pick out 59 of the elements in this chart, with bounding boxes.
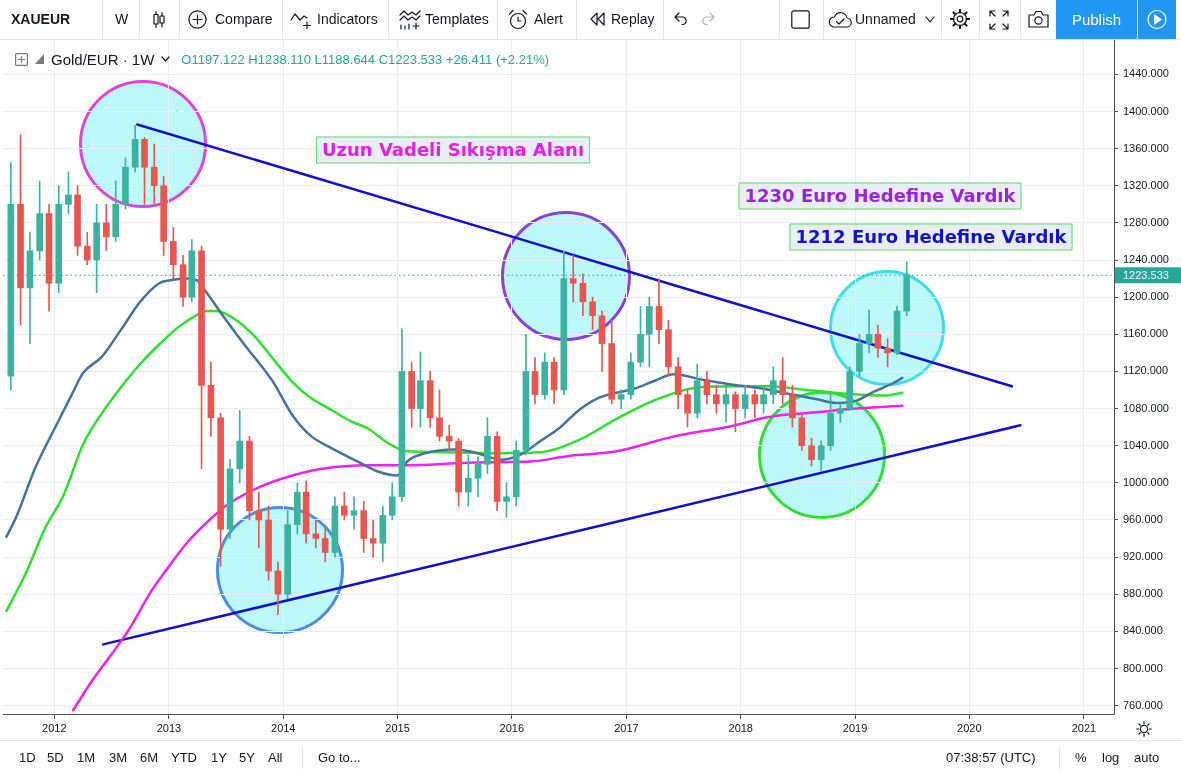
publish-button: Publish xyxy=(1056,0,1137,39)
text: W xyxy=(115,11,129,28)
y-tick-label: 840.000 xyxy=(1123,624,1163,637)
text: Replay xyxy=(611,11,655,28)
text: All xyxy=(268,750,283,766)
y-tick-label: 1240.000 xyxy=(1123,253,1169,266)
y-tick-label: 920.000 xyxy=(1123,550,1163,563)
line-series xyxy=(5,277,904,538)
annotation: 1212 Euro Hedefine Vardık xyxy=(795,225,1068,247)
y-tick-label: 1440.000 xyxy=(1123,67,1169,80)
y-tick-label: 1320.000 xyxy=(1123,178,1169,191)
x-tick-label: 2012 xyxy=(42,721,67,734)
y-tick-label: 1200.000 xyxy=(1123,290,1169,303)
text: 5D xyxy=(47,750,64,766)
text: O1197.122 H1238.110 L1188.644 C1223.533 +26.411 (+2.21%) xyxy=(181,51,550,67)
text: Indicators xyxy=(317,11,378,28)
y-tick-label: 1120.000 xyxy=(1123,364,1169,377)
y-tick-label: 1160.000 xyxy=(1123,327,1169,340)
text: Go to... xyxy=(318,750,361,766)
text: Compare xyxy=(215,11,273,28)
text: XAUEUR xyxy=(11,11,71,28)
text: auto xyxy=(1134,750,1160,766)
text: YTD xyxy=(171,750,197,766)
x-tick-label: 2018 xyxy=(728,721,753,734)
text: 1M xyxy=(77,750,96,766)
y-tick-label: 880.000 xyxy=(1123,587,1163,600)
x-tick-label: 2016 xyxy=(499,721,525,734)
text: 6M xyxy=(140,750,159,766)
text: 3M xyxy=(109,750,128,766)
line-series xyxy=(71,404,904,712)
y-tick-label: 1280.000 xyxy=(1123,215,1169,228)
x-tick-label: 2015 xyxy=(385,721,410,734)
text: Unnamed xyxy=(855,11,916,28)
x-tick-label: 2013 xyxy=(156,721,182,734)
y-tick-label: 800.000 xyxy=(1123,661,1163,674)
y-tick-label: 1040.000 xyxy=(1123,438,1169,451)
y-tick-label: 1080.000 xyxy=(1123,401,1169,414)
x-tick-label: 2020 xyxy=(957,721,982,734)
text: 07:38:57 (UTC) xyxy=(946,750,1036,766)
text: % xyxy=(1075,750,1087,766)
x-tick-label: 2017 xyxy=(614,721,639,734)
y-tick-label: 1360.000 xyxy=(1123,141,1169,154)
text: Gold/EUR · 1W xyxy=(51,50,155,68)
y-tick-label: 1000.000 xyxy=(1123,475,1169,488)
text: Templates xyxy=(425,11,489,28)
text: 1D xyxy=(19,750,36,766)
x-tick-label: 2019 xyxy=(842,721,868,734)
text: 5Y xyxy=(239,750,255,766)
x-tick-label: 2021 xyxy=(1071,721,1097,734)
annotation: 1230 Euro Hedefine Vardık xyxy=(744,184,1017,206)
text: 1Y xyxy=(211,750,227,766)
y-tick-label: 1400.000 xyxy=(1123,104,1169,117)
text: log xyxy=(1102,750,1120,766)
text: Alert xyxy=(534,11,563,28)
y-tick-label: 760.000 xyxy=(1123,698,1163,711)
x-tick-label: 2014 xyxy=(271,721,296,734)
annotation: Uzun Vadeli Sıkışma Alanı xyxy=(321,138,585,160)
ref-line-label: 1223.533 xyxy=(1123,268,1169,281)
y-tick-label: 960.000 xyxy=(1123,513,1163,525)
